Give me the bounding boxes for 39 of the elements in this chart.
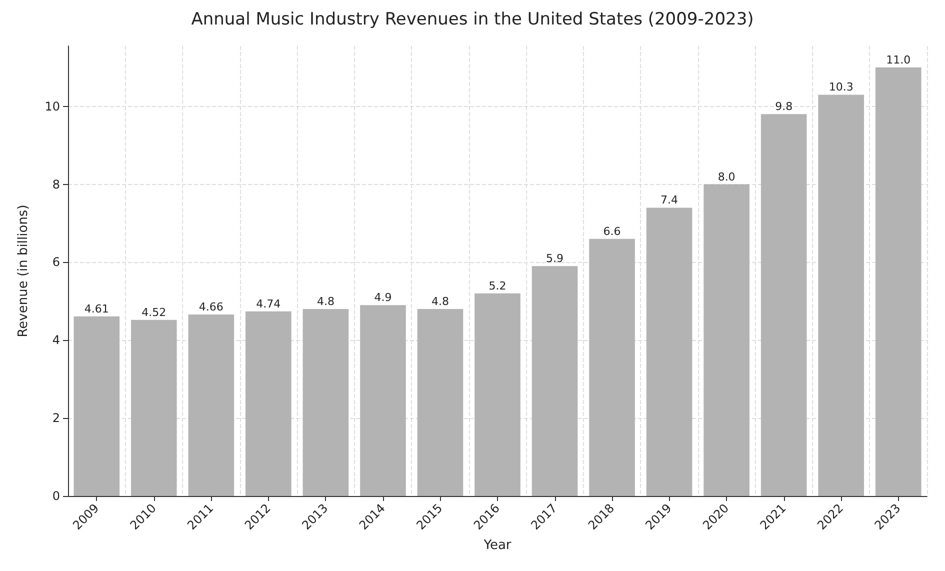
bar (875, 67, 922, 496)
bar (417, 308, 464, 496)
y-axis-title: Revenue (in billions) (16, 204, 31, 338)
bar (760, 114, 807, 496)
y-tick-label: 4 (52, 333, 60, 348)
y-tick-label: 2 (52, 411, 60, 426)
data-label: 4.8 (316, 294, 334, 308)
data-label: 4.66 (198, 300, 224, 314)
data-label: 9.8 (775, 100, 793, 114)
bar (302, 308, 349, 496)
data-label: 5.9 (546, 252, 564, 266)
data-label: 4.61 (84, 302, 109, 316)
data-label: 7.4 (660, 194, 678, 207)
x-axis-title: Year (482, 538, 512, 553)
data-label: 4.74 (256, 297, 281, 310)
chart-title: Annual Music Industry Revenues in the United States (2009-2023) (191, 10, 754, 30)
bar (818, 94, 864, 496)
bar (360, 305, 406, 496)
bar (130, 320, 177, 496)
bar (188, 314, 234, 496)
data-label: 10.3 (828, 80, 854, 94)
bar (532, 266, 578, 496)
bar (474, 293, 520, 496)
data-label: 8.0 (718, 170, 736, 184)
y-tick-label: 0 (52, 489, 60, 503)
data-label: 4.52 (142, 306, 166, 319)
data-label: 11.0 (886, 53, 911, 66)
data-label: 6.6 (603, 224, 621, 238)
data-label: 4.8 (431, 294, 449, 308)
bar (246, 311, 292, 496)
y-tick-label: 10 (44, 99, 60, 114)
y-tick-label: 8 (52, 177, 60, 192)
y-tick-label: 6 (52, 255, 60, 270)
bar (646, 208, 692, 496)
data-label: 5.2 (488, 279, 506, 292)
data-label: 4.9 (374, 291, 392, 304)
bar (589, 238, 635, 496)
bar (74, 316, 120, 496)
bar (704, 184, 750, 496)
